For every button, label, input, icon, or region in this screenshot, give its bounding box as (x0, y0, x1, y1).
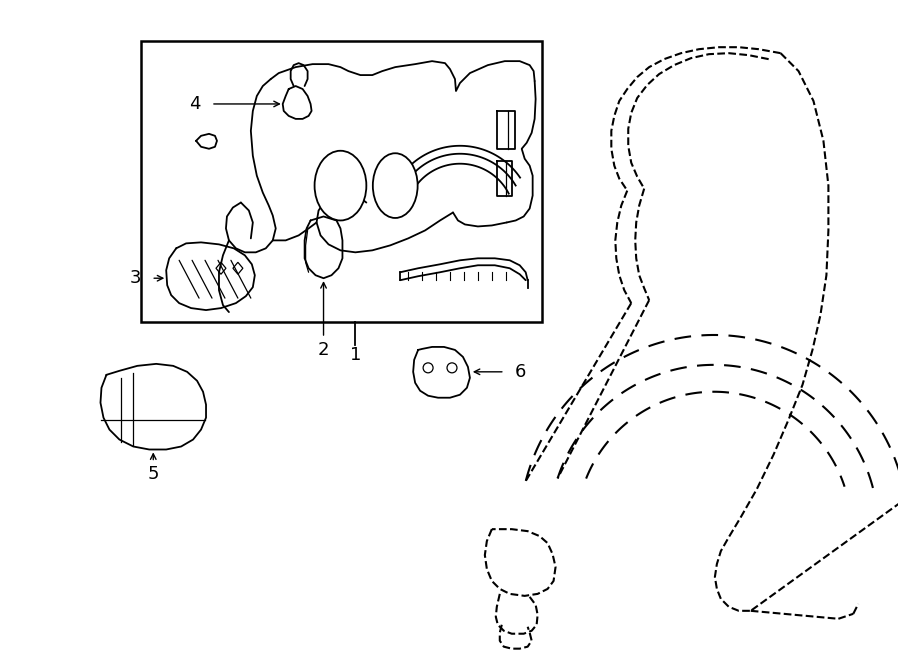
Text: 2: 2 (318, 341, 329, 359)
Ellipse shape (315, 151, 366, 221)
Text: 4: 4 (190, 95, 201, 113)
Text: 3: 3 (130, 269, 141, 288)
Ellipse shape (373, 153, 418, 218)
Text: 1: 1 (350, 346, 361, 364)
Text: 5: 5 (148, 465, 159, 483)
Bar (141, 41, 542, 322)
Text: 6: 6 (515, 363, 526, 381)
